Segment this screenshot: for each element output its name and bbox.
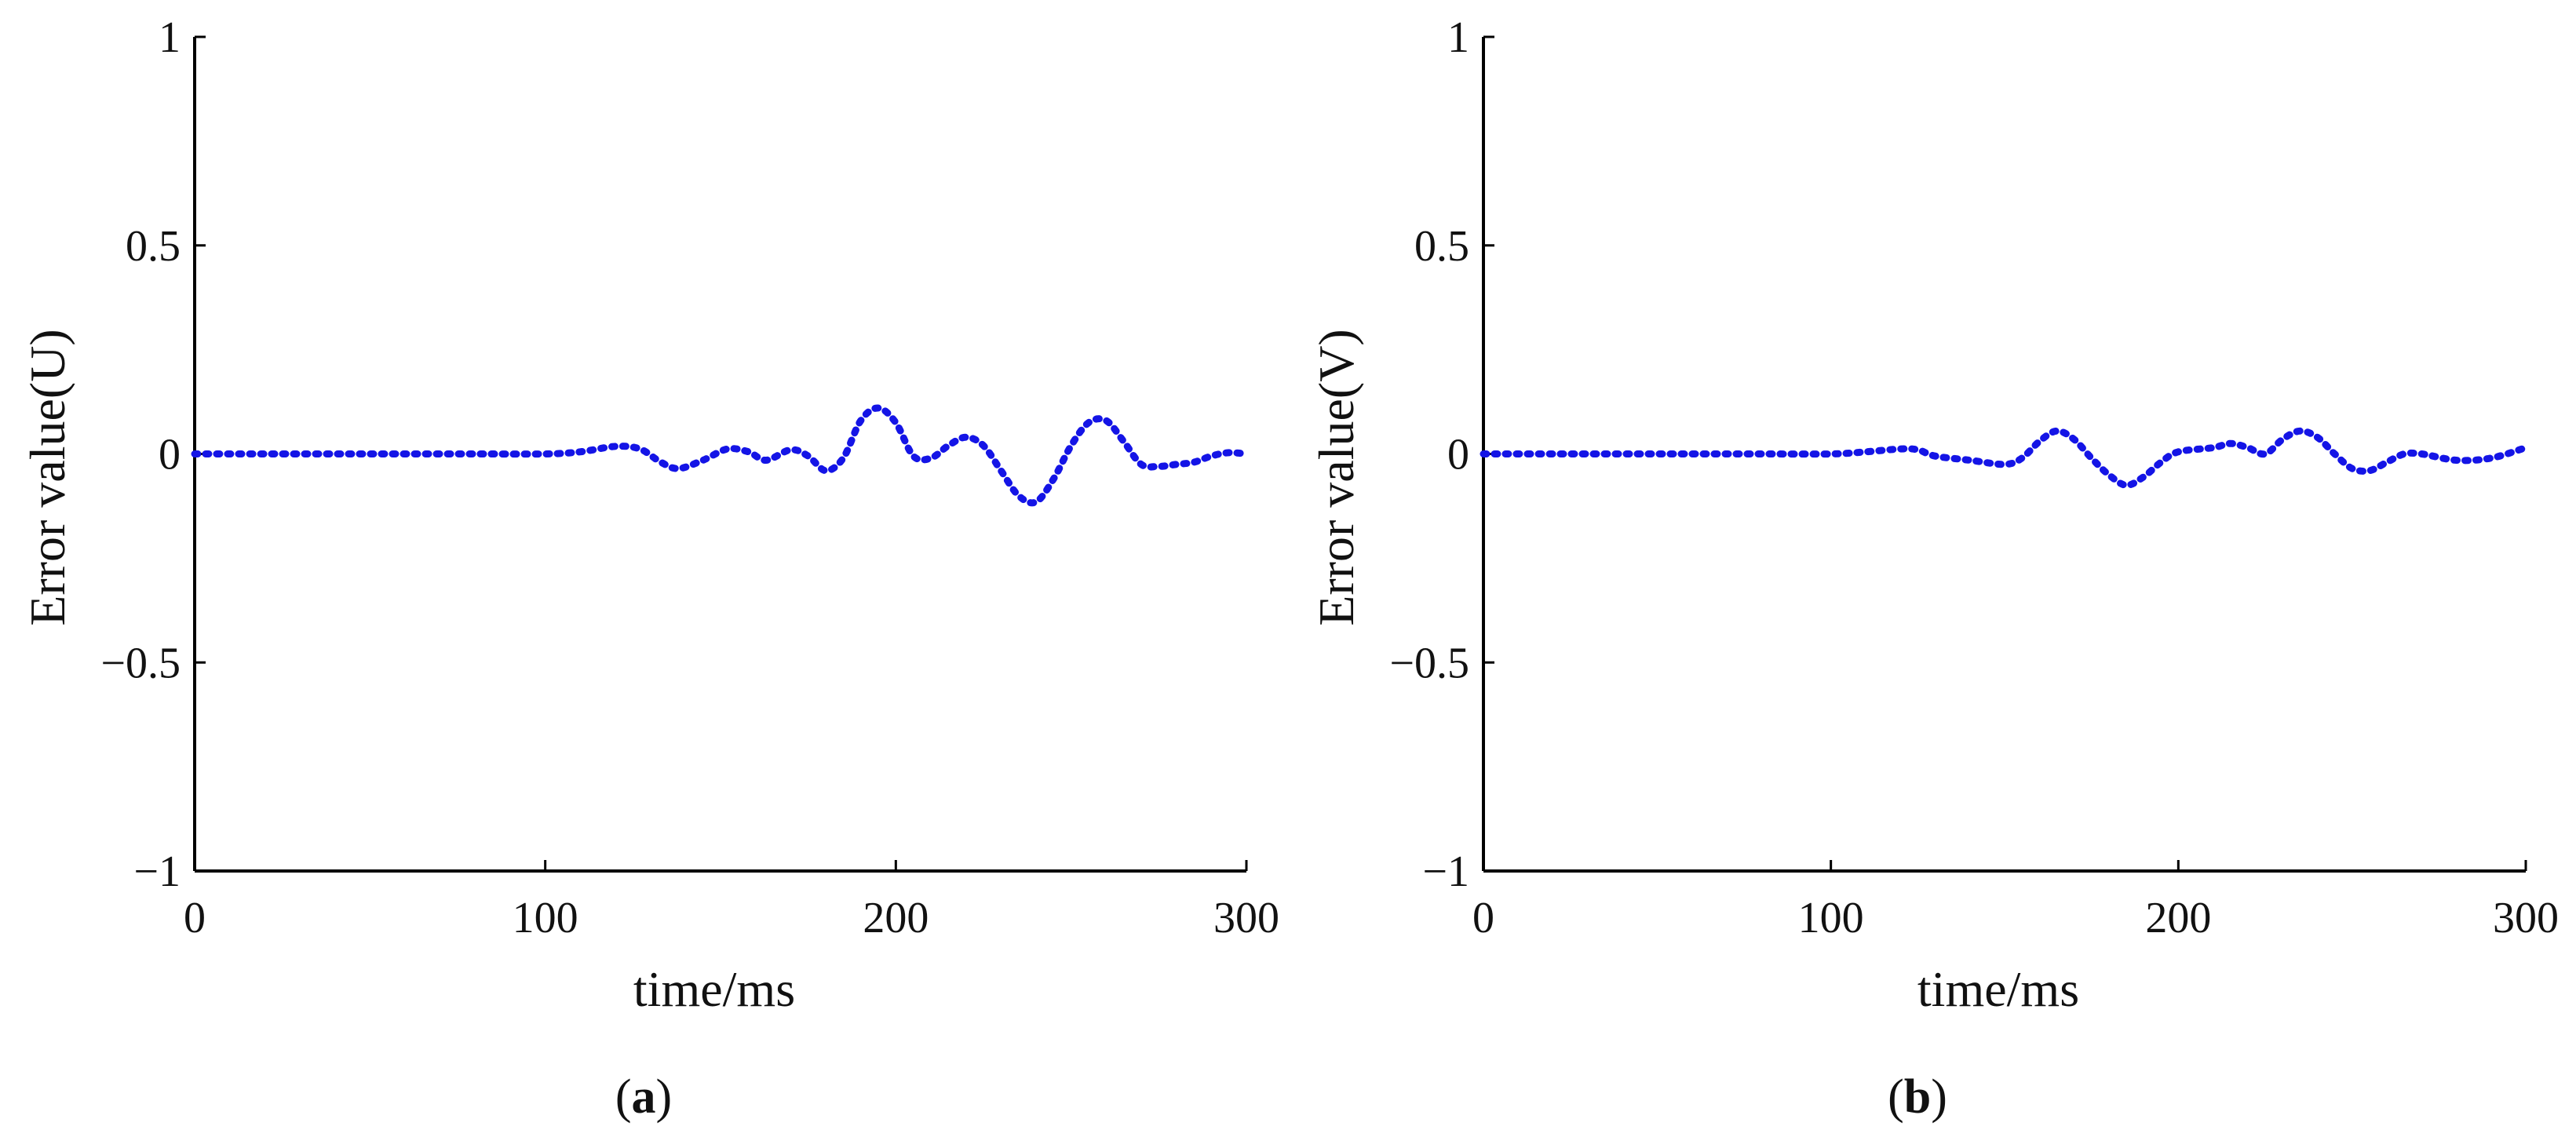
y-tick-label: 1	[159, 13, 181, 62]
chart-panel-b: −1 −0.5 0 0.5 1 0 100 200 300 time/ms Error value(…	[1308, 13, 2559, 1124]
x-axis-label: time/ms	[1917, 961, 2079, 1017]
y-tick-label: −1	[133, 847, 181, 896]
y-tick-label: −0.5	[100, 639, 181, 687]
y-tick-label: 0.5	[1414, 222, 1469, 271]
x-tick-label: 0	[184, 894, 206, 942]
y-tick-label: −1	[1422, 847, 1469, 896]
x-tick-label: 100	[1798, 894, 1864, 942]
x-tick-label: 0	[1472, 894, 1494, 942]
x-tick-label: 200	[863, 894, 929, 942]
x-tick-label: 200	[2145, 894, 2211, 942]
series-line	[191, 404, 1250, 507]
y-tick-label: 0.5	[126, 222, 181, 271]
x-axis-label: time/ms	[633, 961, 795, 1017]
y-axis-label: Error value(V)	[1308, 329, 1364, 625]
series-line	[1480, 427, 2530, 489]
y-tick-label: 0	[159, 431, 181, 479]
y-axis-label: Error value(U)	[20, 329, 75, 625]
panel-label: (b)	[1888, 1070, 1947, 1124]
panel-label: (a)	[615, 1070, 672, 1124]
chart-panel-a: −1 −0.5 0 0.5 1 0 100 200 300 time/ms Error value(…	[20, 13, 1279, 1124]
x-tick-label: 100	[513, 894, 578, 942]
x-tick-label: 300	[1213, 894, 1279, 942]
x-tick-label: 300	[2493, 894, 2559, 942]
y-tick-label: −0.5	[1389, 639, 1469, 687]
y-tick-label: 0	[1447, 431, 1469, 479]
y-tick-label: 1	[1447, 13, 1469, 62]
